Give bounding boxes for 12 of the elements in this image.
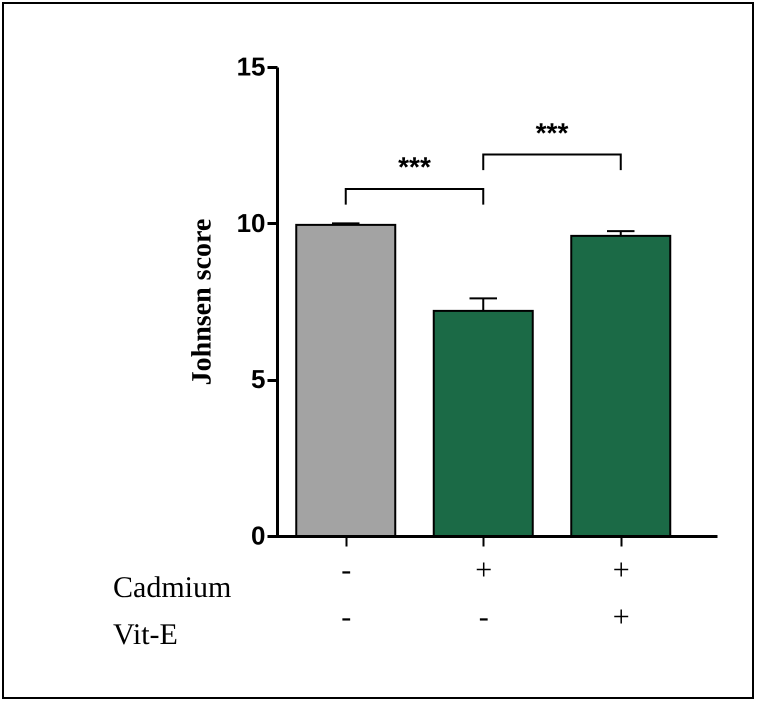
x-tick-label: - - <box>341 554 352 634</box>
y-axis-title: Johnsen score <box>186 218 218 386</box>
annotation: *** <box>398 152 431 183</box>
annotation: *** <box>536 117 568 148</box>
x-tick-label: + - <box>475 554 492 634</box>
text: Vit-E <box>113 618 178 651</box>
text: Cadmium <box>113 571 232 604</box>
y-tick-label: 0 <box>251 520 266 550</box>
y-tick-label: 5 <box>251 364 266 394</box>
y-tick-label: 15 <box>236 52 266 82</box>
x-tick-label: + + <box>612 554 630 634</box>
y-tick-label: 10 <box>236 208 266 238</box>
